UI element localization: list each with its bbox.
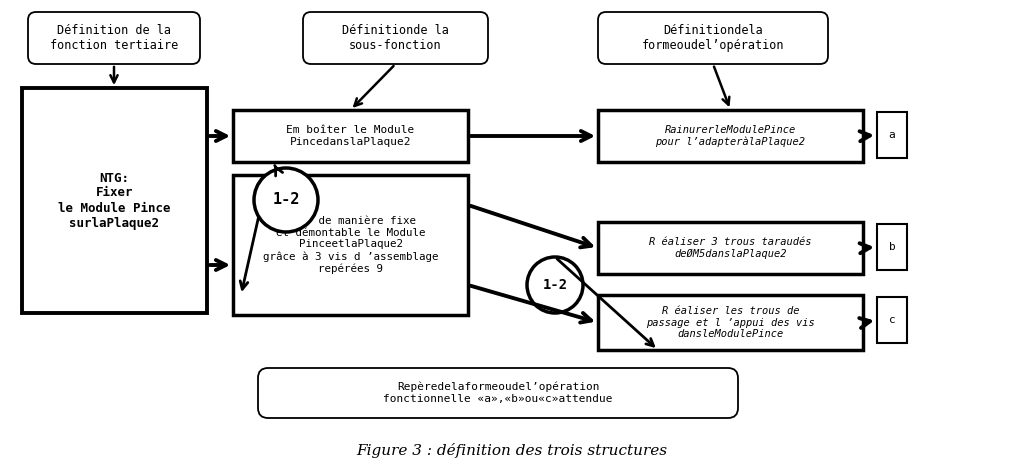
Text: NTG:
Fixer
le Module Pince
surlaPlaque2: NTG: Fixer le Module Pince surlaPlaque2 — [58, 171, 171, 229]
Text: RainurerleModulePince
pour l’adapteràlaPlaque2: RainurerleModulePince pour l’adapteràlaP… — [655, 125, 806, 147]
FancyBboxPatch shape — [233, 175, 468, 315]
FancyBboxPatch shape — [233, 110, 468, 162]
Text: Définition de la
fonction tertiaire: Définition de la fonction tertiaire — [50, 24, 178, 52]
FancyBboxPatch shape — [258, 368, 738, 418]
Text: b: b — [889, 242, 895, 252]
Text: Repèredelaformeoudel’opération
fonctionnelle «a»,«b»ou«c»attendue: Repèredelaformeoudel’opération fonctionn… — [383, 382, 612, 404]
Text: Définitiondela
formeoudel’opération: Définitiondela formeoudel’opération — [642, 24, 784, 52]
Text: Définitionde la
sous-fonction: Définitionde la sous-fonction — [342, 24, 449, 52]
FancyBboxPatch shape — [303, 12, 488, 64]
Text: Figure 3 : définition des trois structures: Figure 3 : définition des trois structur… — [356, 443, 668, 458]
Text: R éaliser 3 trous taraudés
deØM5danslaPlaque2: R éaliser 3 trous taraudés deØM5danslaPl… — [649, 237, 812, 259]
FancyBboxPatch shape — [598, 222, 863, 274]
FancyBboxPatch shape — [877, 297, 907, 343]
FancyBboxPatch shape — [598, 12, 828, 64]
FancyBboxPatch shape — [598, 110, 863, 162]
FancyBboxPatch shape — [598, 295, 863, 350]
FancyBboxPatch shape — [28, 12, 200, 64]
Text: 1-2: 1-2 — [543, 278, 567, 292]
Text: c: c — [889, 315, 895, 325]
FancyBboxPatch shape — [22, 88, 207, 313]
Text: a: a — [889, 130, 895, 140]
Text: 1-2: 1-2 — [272, 192, 300, 207]
Text: Lier de manière fixe
et démontable le Module
PinceetlaPlaque2
grâce à 3 vis d ’a: Lier de manière fixe et démontable le Mo… — [263, 216, 438, 274]
Circle shape — [527, 257, 583, 313]
FancyBboxPatch shape — [877, 224, 907, 270]
FancyBboxPatch shape — [877, 112, 907, 158]
Text: R éaliser les trous de
passage et l ’appui des vis
dansleModulePince: R éaliser les trous de passage et l ’app… — [646, 306, 815, 339]
Circle shape — [254, 168, 318, 232]
Text: Em boîter le Module
PincedanslaPlaque2: Em boîter le Module PincedanslaPlaque2 — [287, 125, 415, 147]
